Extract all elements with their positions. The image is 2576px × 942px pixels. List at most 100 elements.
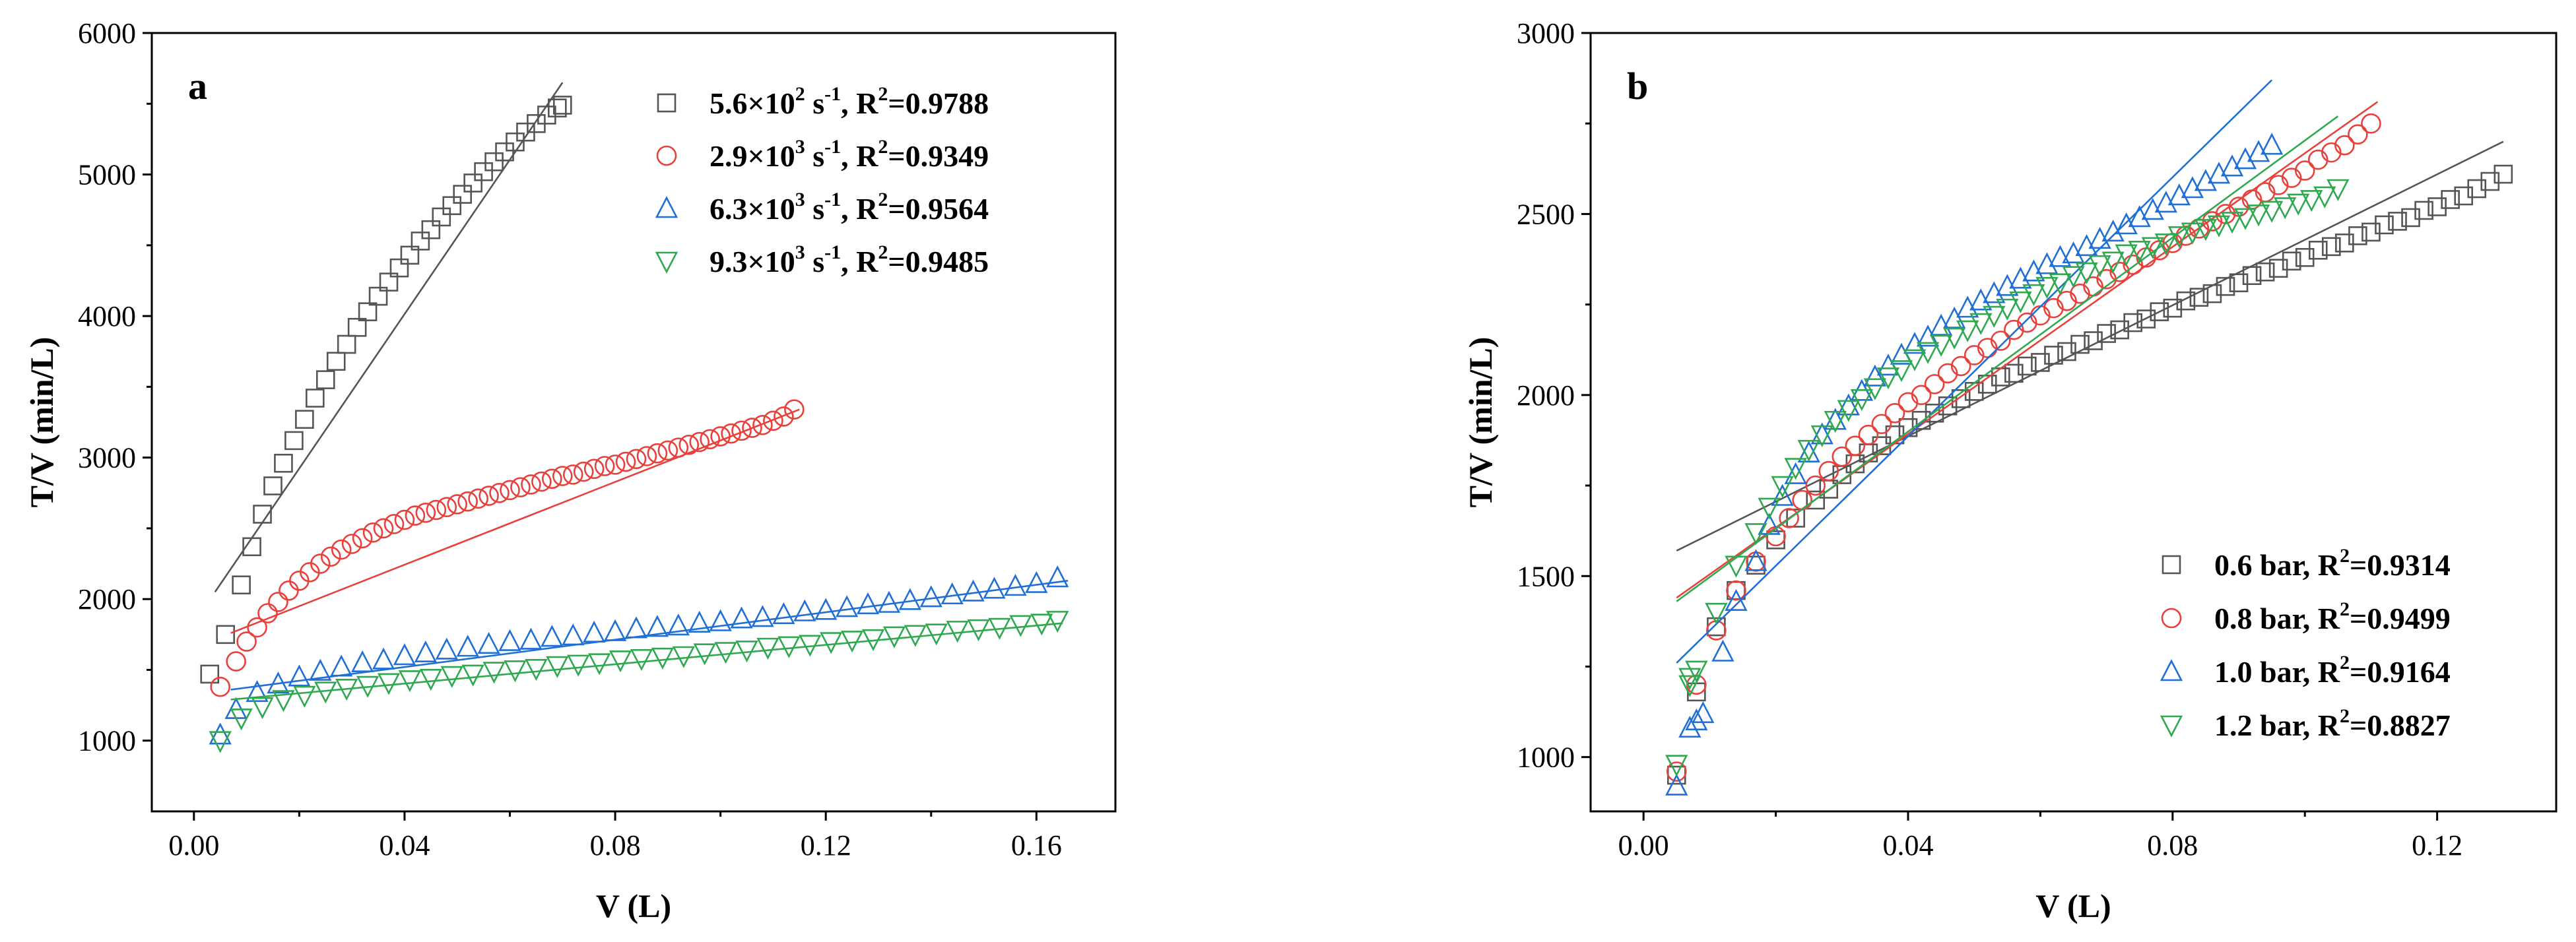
- panel-a-fit-line: [230, 622, 1063, 701]
- panel-b-data-point: [2300, 190, 2323, 212]
- panel-a-legend-marker: [655, 251, 678, 274]
- panel-a-data-point: [609, 650, 632, 673]
- panel-b-data-point: [1863, 364, 1887, 387]
- panel-a-data-point: [820, 632, 843, 654]
- panel-b-data-point: [1942, 327, 1966, 350]
- panel-a-legend: 5.6×102 s-1, R2=0.9788 2.9×103 s-1, R2=0.…: [655, 83, 989, 278]
- panel-b-data-point: [1705, 602, 1728, 625]
- panel-a-data-point: [257, 603, 278, 623]
- panel-b-data-point: [1771, 476, 1794, 498]
- panel-a-data-point: [474, 162, 493, 181]
- panel-b-x-tick-label: 0.04: [1882, 829, 1933, 862]
- panel-b-data-point: [1929, 313, 1953, 336]
- panel-a-legend-entry: 9.3×103 s-1, R2=0.9485: [710, 241, 989, 278]
- panel-b-data-point: [1806, 490, 1825, 510]
- panel-a-data-point: [330, 654, 353, 677]
- panel-b-data-point: [2454, 186, 2474, 206]
- panel-a-data-point: [657, 440, 678, 461]
- panel-a-data-point: [793, 599, 816, 621]
- panel-a-data-point: [383, 514, 405, 534]
- panel-a-y-tick-label: 3000: [78, 442, 136, 474]
- panel-b-data-point: [2229, 273, 2249, 292]
- panel-a-data-point: [457, 491, 478, 512]
- panel-a-data-point: [400, 245, 420, 265]
- panel-b-data-point: [2167, 183, 2191, 206]
- panel-b-data-point: [1898, 392, 1919, 413]
- panel-b-data-point: [2441, 190, 2460, 209]
- panel-a-data-point: [477, 632, 500, 654]
- panel-b-data-point: [1766, 526, 1786, 547]
- panel-b-data-point: [2070, 334, 2090, 354]
- panel-b-data-point: [2308, 241, 2328, 260]
- panel-b-data-point: [2375, 215, 2394, 235]
- panel-b-data-point: [2154, 234, 2177, 256]
- panel-b-legend-entry: 0.6 bar, R2=0.9314: [2214, 545, 2451, 582]
- panel-a-data-point: [210, 676, 231, 697]
- panel-a-data-point: [730, 606, 753, 629]
- panel-b-data-point: [2467, 179, 2487, 199]
- panel-a-data-point: [541, 625, 564, 647]
- panel-b-data-point: [1996, 298, 2019, 321]
- panel-a-data-point: [393, 643, 416, 666]
- panel-b-data-point: [2004, 319, 2024, 340]
- panel-a-fit-line: [214, 82, 564, 593]
- panel-b-data-point: [1884, 402, 1905, 424]
- panel-b-data-point: [1890, 360, 1913, 383]
- panel-a-data-point: [209, 722, 232, 745]
- panel-a-fit-line: [230, 408, 800, 634]
- panel-b-data-point: [1964, 345, 1985, 365]
- panel-a-data-point: [709, 609, 732, 631]
- panel-b-legend-marker: [2160, 659, 2183, 681]
- panel-a-data-point: [372, 647, 395, 670]
- panel-a-data-point: [898, 588, 921, 610]
- panel-b-legend-entry: 0.8 bar, R2=0.9499: [2214, 598, 2451, 635]
- panel-b-data-point: [1916, 342, 1940, 364]
- panel-a-data-point: [479, 486, 499, 506]
- panel-a-label: a: [188, 65, 207, 108]
- panel-a-data-point: [562, 623, 585, 646]
- panel-a-data-point: [714, 642, 737, 664]
- panel-b-data-point: [2070, 283, 2090, 304]
- panel-b-data-point: [1685, 708, 1708, 731]
- panel-a-data-point: [263, 476, 282, 495]
- panel-b-data-point: [1779, 508, 1799, 528]
- panel-b-data-point: [1937, 363, 1958, 384]
- panel-b-data-point: [2313, 186, 2336, 208]
- panel-b-x-tick-label: 0.12: [2412, 829, 2462, 862]
- panel-b-plot-frame: [1589, 32, 2558, 813]
- panel-a-data-point: [461, 664, 484, 687]
- panel-b-y-tick-label: 2000: [1517, 379, 1575, 412]
- panel-a-x-tick-label: 0.00: [168, 829, 219, 862]
- panel-a-data-point: [763, 410, 783, 431]
- panel-a-data-point: [835, 595, 859, 617]
- panel-b-legend-marker: [2162, 555, 2181, 575]
- panel-a-data-point: [645, 615, 669, 637]
- panel-a-data-point: [247, 617, 267, 638]
- panel-b-data-point: [2154, 191, 2177, 213]
- panel-a-data-point: [784, 399, 805, 420]
- panel-a-data-point: [573, 461, 594, 482]
- panel-b-data-point: [1903, 349, 1927, 371]
- panel-b-legend-marker: [2160, 715, 2183, 738]
- panel-a-data-point: [394, 509, 415, 530]
- panel-a-data-point: [315, 370, 335, 389]
- panel-a-legend-entry: 6.3×103 s-1, R2=0.9564: [710, 189, 989, 226]
- panel-a-data-point: [546, 656, 569, 678]
- panel-a-data-point: [552, 466, 573, 486]
- panel-a-data-point: [498, 629, 521, 651]
- panel-a-data-point: [331, 539, 352, 560]
- panel-a-series-4: [209, 611, 1069, 753]
- panel-b-data-point: [2268, 259, 2288, 278]
- panel-a-y-tick-label: 4000: [78, 300, 136, 332]
- panel-b-data-point: [1858, 424, 1879, 445]
- panel-b-data-point: [2115, 244, 2138, 267]
- panel-b-series-2: [1666, 101, 2381, 782]
- panel-a-data-point: [919, 585, 942, 608]
- panel-a-data-point: [751, 605, 774, 627]
- panel-b-data-point: [2260, 133, 2284, 155]
- panel-a-data-point: [693, 643, 716, 666]
- panel-a-data-point: [389, 258, 409, 278]
- panel-b-data-point: [2282, 251, 2301, 271]
- panel-b-data-point: [1784, 462, 1807, 484]
- panel-a-data-point: [688, 610, 711, 633]
